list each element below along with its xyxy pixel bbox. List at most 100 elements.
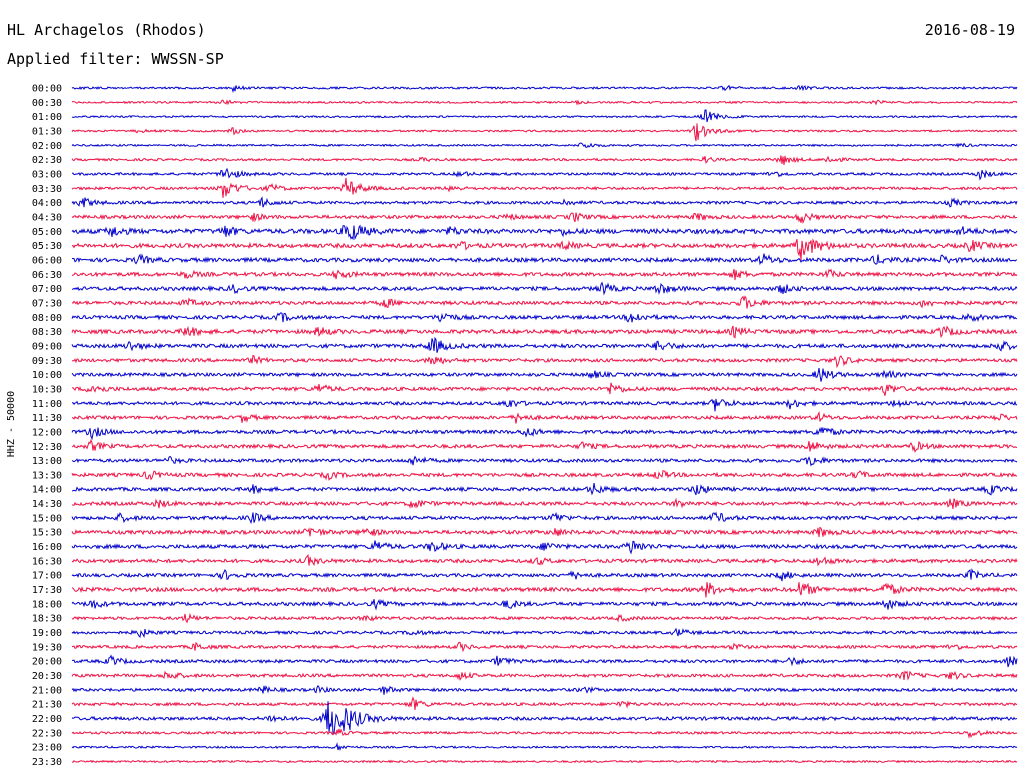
time-tick-label: 11:00 <box>32 399 62 410</box>
time-tick-label: 01:30 <box>32 127 62 138</box>
seismic-trace <box>71 426 1018 441</box>
time-tick-label: 05:00 <box>32 227 62 238</box>
time-tick-label: 08:30 <box>32 327 62 338</box>
seismic-trace <box>71 483 1018 496</box>
seismic-trace <box>71 582 1018 598</box>
seismic-trace <box>71 455 1018 467</box>
time-tick-label: 15:30 <box>32 528 62 539</box>
seismic-trace <box>71 281 1018 296</box>
filter-label: Applied filter: WWSSN-SP <box>7 50 224 68</box>
time-tick-label: 21:30 <box>32 700 62 711</box>
seismic-trace <box>71 641 1018 653</box>
seismic-trace <box>71 759 1018 764</box>
seismic-trace <box>71 336 1018 353</box>
seismic-trace <box>71 742 1018 752</box>
y-axis-label: HHZ - 50000 <box>6 391 17 457</box>
seismic-trace <box>71 684 1018 695</box>
seismic-trace <box>72 398 1018 412</box>
seismic-trace <box>71 410 1018 424</box>
seismic-trace <box>71 728 1018 739</box>
time-tick-label: 17:00 <box>32 571 62 582</box>
time-tick-label: 18:30 <box>32 614 62 625</box>
time-tick-label: 05:30 <box>32 241 62 252</box>
time-tick-label: 20:00 <box>32 657 62 668</box>
seismic-trace <box>71 123 1018 142</box>
time-tick-label: 23:00 <box>32 743 62 754</box>
seismic-trace <box>71 701 1018 735</box>
time-tick-label: 16:00 <box>32 542 62 553</box>
seismic-trace <box>71 196 1018 208</box>
seismic-trace <box>71 224 1018 241</box>
time-tick-label: 17:30 <box>32 585 62 596</box>
seismic-trace <box>71 526 1018 537</box>
seismic-trace <box>71 568 1018 582</box>
seismic-trace <box>71 654 1018 668</box>
seismic-trace <box>71 99 1018 106</box>
station-title: HL Archagelos (Rhodos) <box>7 21 206 39</box>
time-tick-label: 07:00 <box>32 284 62 295</box>
time-tick-label: 00:30 <box>32 98 62 109</box>
seismic-trace <box>71 238 1018 261</box>
time-tick-label: 09:00 <box>32 341 62 352</box>
time-tick-label: 12:00 <box>32 427 62 438</box>
seismic-trace <box>71 177 1018 198</box>
time-tick-label: 02:00 <box>32 141 62 152</box>
time-tick-label: 14:30 <box>32 499 62 510</box>
time-tick-label: 12:30 <box>32 442 62 453</box>
time-tick-label: 13:00 <box>32 456 62 467</box>
seismic-trace <box>71 312 1018 323</box>
seismic-trace <box>71 540 1018 555</box>
time-tick-label: 04:00 <box>32 198 62 209</box>
time-tick-label: 10:30 <box>32 384 62 395</box>
seismic-trace <box>71 670 1018 681</box>
time-tick-label: 18:00 <box>32 599 62 610</box>
seismic-trace <box>71 155 1018 165</box>
seismic-trace <box>71 470 1018 481</box>
time-tick-label: 21:00 <box>32 685 62 696</box>
time-tick-label: 20:30 <box>32 671 62 682</box>
time-tick-label: 03:30 <box>32 184 62 195</box>
time-tick-label: 00:00 <box>32 84 62 95</box>
time-tick-label: 19:00 <box>32 628 62 639</box>
seismic-trace <box>71 84 1018 94</box>
time-tick-label: 07:30 <box>32 298 62 309</box>
time-tick-label: 08:00 <box>32 313 62 324</box>
time-tick-label: 13:30 <box>32 470 62 481</box>
seismic-trace <box>71 268 1018 281</box>
time-tick-label: 06:30 <box>32 270 62 281</box>
time-tick-label: 14:00 <box>32 485 62 496</box>
seismic-trace <box>71 295 1018 309</box>
seismic-trace <box>71 142 1018 149</box>
time-tick-label: 10:00 <box>32 370 62 381</box>
seismic-trace <box>71 696 1017 710</box>
time-tick-label: 03:00 <box>32 170 62 181</box>
time-tick-label: 23:30 <box>32 757 62 768</box>
time-tick-label: 01:00 <box>32 112 62 123</box>
time-tick-label: 04:30 <box>32 213 62 224</box>
seismic-trace <box>72 354 1018 369</box>
time-tick-label: 09:30 <box>32 356 62 367</box>
time-tick-label: 11:30 <box>32 413 62 424</box>
trace-rows: 00:00 00:30 01:00 01:30 02:00 02:30 03:00 03:30… <box>32 84 1018 768</box>
seismic-trace <box>71 511 1018 525</box>
seismic-trace <box>71 438 1018 453</box>
time-tick-label: 02:30 <box>32 155 62 166</box>
seismic-trace <box>71 382 1018 396</box>
time-tick-label: 22:00 <box>32 714 62 725</box>
seismic-trace <box>71 109 1018 123</box>
seismic-trace <box>71 612 1018 624</box>
seismic-trace <box>71 554 1018 567</box>
time-tick-label: 22:30 <box>32 728 62 739</box>
seismic-trace <box>71 212 1017 225</box>
seismic-trace <box>71 253 1018 266</box>
time-tick-label: 06:00 <box>32 256 62 267</box>
time-tick-label: 15:00 <box>32 513 62 524</box>
time-tick-label: 16:30 <box>32 556 62 567</box>
chart-date: 2016-08-19 <box>925 21 1015 39</box>
seismic-trace <box>71 627 1018 639</box>
seismic-trace <box>71 598 1018 611</box>
seismic-trace <box>71 325 1018 339</box>
seismic-trace <box>71 497 1018 509</box>
time-tick-label: 19:30 <box>32 642 62 653</box>
